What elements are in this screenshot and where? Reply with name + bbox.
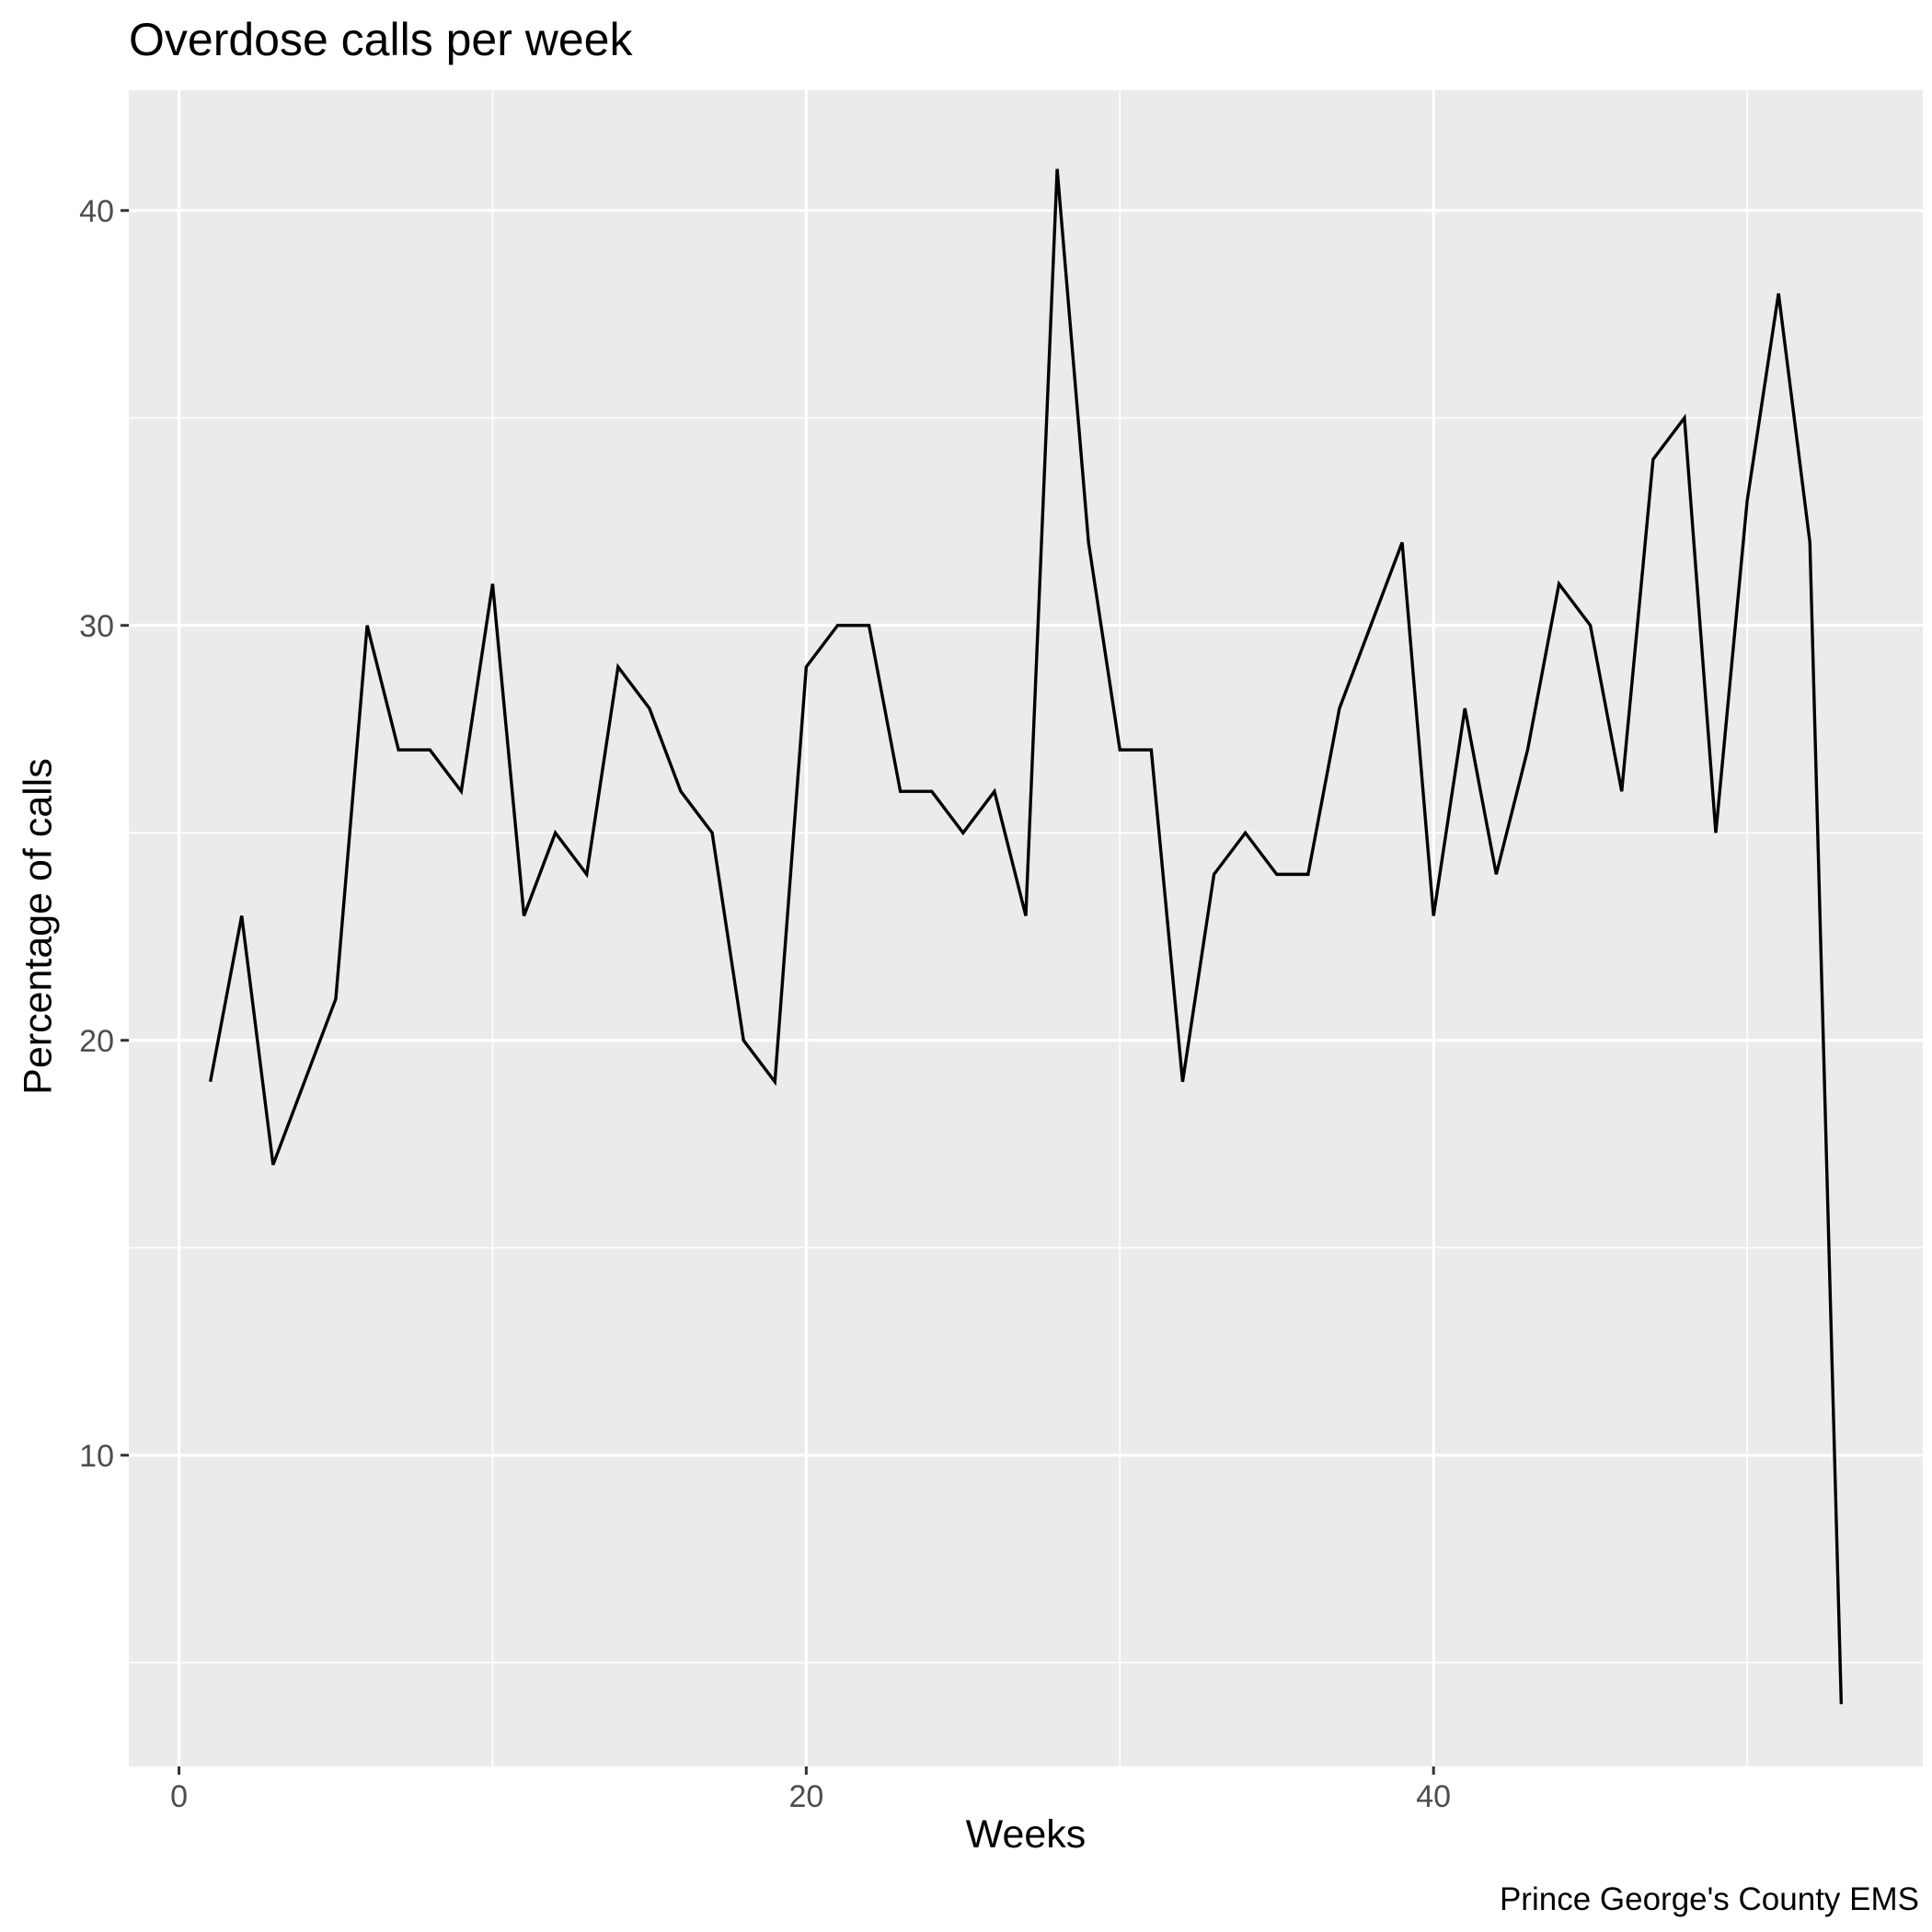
y-tick-label: 40 xyxy=(79,194,114,229)
minor-gridlines xyxy=(129,90,1923,1766)
x-axis-label: Weeks xyxy=(965,1812,1087,1857)
y-tick-label: 10 xyxy=(79,1439,114,1474)
x-tick-label: 0 xyxy=(170,1779,188,1814)
y-axis-label: Percentage of calls xyxy=(16,758,61,1095)
chart-title: Overdose calls per week xyxy=(129,14,633,65)
chart-caption: Prince George's County EMS xyxy=(1499,1881,1919,1917)
plot-panel xyxy=(129,90,1923,1766)
tick-labels: 0 20 40 10 20 30 40 xyxy=(79,194,1451,1814)
x-tick-label: 40 xyxy=(1416,1779,1451,1814)
y-tick-label: 20 xyxy=(79,1024,114,1059)
major-gridlines xyxy=(129,90,1923,1766)
axis-ticks xyxy=(121,209,1435,1775)
series-line xyxy=(208,168,1844,1705)
x-tick-label: 20 xyxy=(788,1779,823,1814)
y-tick-label: 30 xyxy=(79,609,114,644)
